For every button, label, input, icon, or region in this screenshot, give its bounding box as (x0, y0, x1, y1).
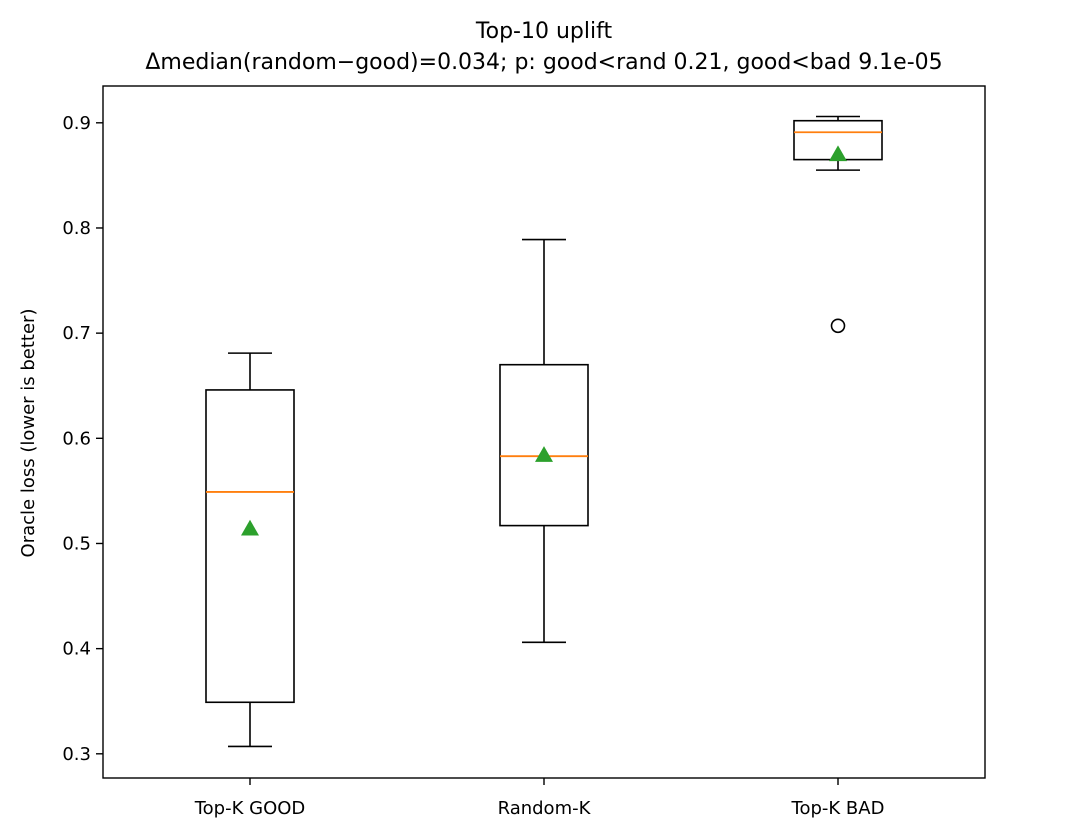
y-tick-label: 0.8 (62, 218, 91, 239)
x-tick-label: Top-K BAD (791, 798, 885, 819)
y-tick-label: 0.6 (62, 428, 91, 449)
x-tick-label: Random-K (498, 798, 592, 819)
iqr-box (205, 389, 295, 704)
y-tick-label: 0.4 (62, 639, 91, 660)
y-tick-label: 0.5 (62, 533, 91, 554)
mean-marker (535, 446, 553, 462)
x-tick-label: Top-K GOOD (194, 798, 306, 819)
y-tick-label: 0.7 (62, 323, 91, 344)
y-tick-label: 0.9 (62, 113, 91, 134)
plot-area-frame (102, 85, 986, 779)
y-tick-label: 0.3 (62, 744, 91, 765)
iqr-box (499, 363, 589, 527)
box-top-k-good (205, 352, 295, 748)
outlier-point (830, 318, 846, 334)
y-axis-label: Oracle loss (lower is better) (18, 309, 39, 558)
mean-marker (829, 145, 847, 162)
x-axis: Top-K GOOD Random-K Top-K BAD (194, 778, 885, 819)
chart-subtitle: Δmedian(random−good)=0.034; p: good<rand… (145, 50, 942, 75)
mean-marker (241, 519, 259, 536)
box-top-k-bad (793, 115, 883, 334)
box-series (205, 115, 883, 748)
chart-title: Top-10 uplift (475, 19, 613, 44)
y-axis: 0.3 0.4 0.5 0.6 0.7 0.8 0.9 (62, 113, 103, 765)
box-random-k (499, 238, 589, 644)
